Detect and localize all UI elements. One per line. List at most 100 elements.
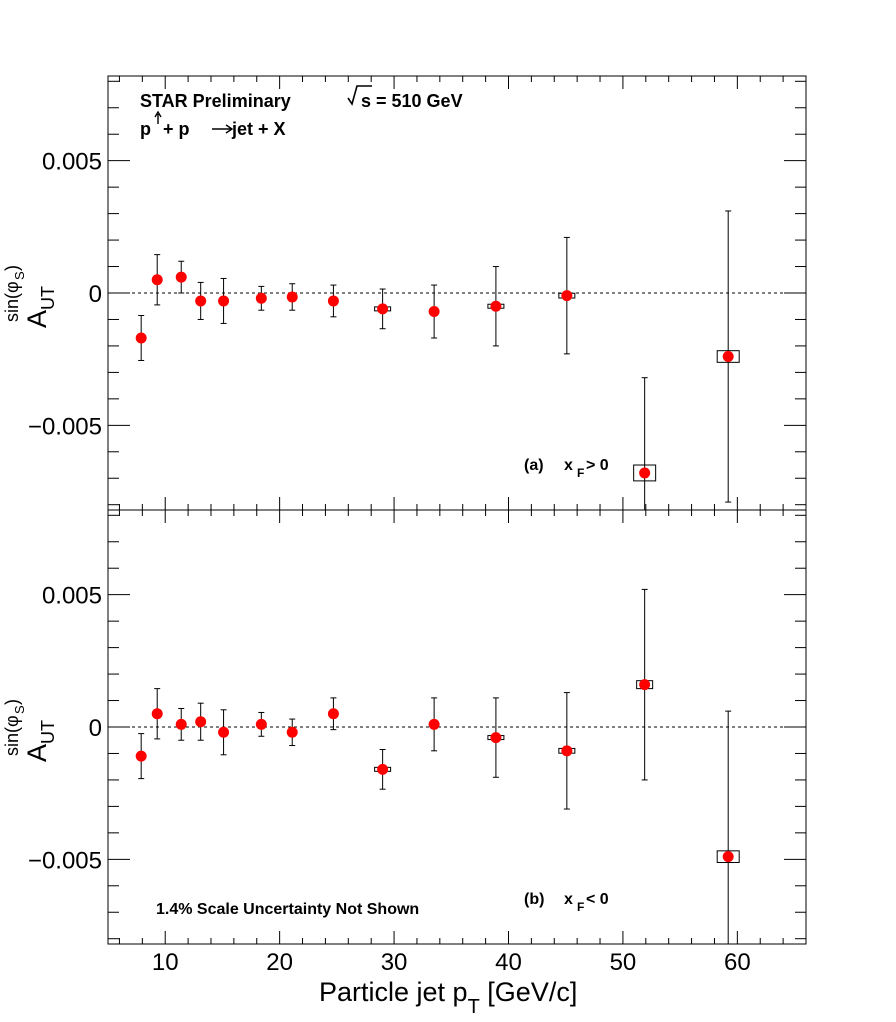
data-point [255, 711, 267, 737]
data-point [286, 283, 298, 311]
y-tick-label: 0 [89, 715, 102, 742]
panel-label-prefix: (a) [524, 457, 544, 474]
panel-label-var-sub: F [577, 466, 584, 480]
data-marker [639, 679, 651, 691]
data-point [428, 697, 440, 752]
data-marker [428, 306, 440, 318]
data-marker [490, 300, 502, 312]
spin-up-arrow-icon [154, 110, 162, 124]
data-point [327, 284, 339, 318]
systematic-box [716, 350, 740, 363]
y-axis-title-sub: UT [38, 286, 58, 310]
data-point [487, 697, 505, 778]
data-point [327, 697, 339, 731]
panel-label-var-sub: F [577, 900, 584, 914]
data-marker [218, 295, 230, 307]
data-marker [722, 351, 734, 363]
data-marker [377, 763, 389, 775]
header-title: STAR Preliminary [140, 91, 291, 111]
panel-label: (a) x F > 0 [524, 457, 609, 480]
x-tick-label: 10 [152, 949, 179, 976]
systematic-box [716, 850, 740, 863]
data-point [716, 210, 740, 503]
panel-label-prefix: (b) [524, 891, 544, 908]
y-axis-title-sup-sub: S [12, 705, 27, 714]
y-tick-label: 0.005 [42, 583, 102, 610]
data-marker [135, 750, 147, 762]
y-axis-title-sup-sub: S [12, 271, 27, 280]
header-sqrts: s = 510 GeV [347, 85, 463, 111]
y-tick-label: 0 [89, 281, 102, 308]
x-tick-label: 60 [724, 949, 751, 976]
data-point [428, 284, 440, 339]
data-marker [327, 708, 339, 720]
data-marker [195, 295, 207, 307]
panel-label-cond: > 0 [586, 457, 609, 474]
y-axis-title: AUT sin(φS) [2, 265, 58, 328]
data-point [195, 702, 207, 741]
data-marker [195, 716, 207, 728]
data-point [633, 377, 657, 510]
data-marker [175, 271, 187, 283]
data-marker [428, 718, 440, 730]
x-tick-label: 40 [495, 949, 522, 976]
data-marker [722, 851, 734, 863]
data-point [255, 285, 267, 311]
data-point [558, 692, 576, 810]
data-marker [561, 290, 573, 302]
data-marker [286, 726, 298, 738]
header-sqrts-text: s = 510 GeV [361, 91, 463, 111]
data-point [151, 688, 163, 740]
y-axis-title-sup: sin(φ [2, 281, 22, 322]
data-point [487, 266, 505, 347]
y-axis-title-sup-end: ) [2, 699, 22, 705]
y-axis-title-sub: UT [38, 720, 58, 744]
y-axis-title: AUT sin(φS) [2, 699, 58, 762]
y-tick-label: −0.005 [28, 413, 102, 440]
panel-label-var: x [564, 457, 573, 474]
data-marker [561, 745, 573, 757]
y-axis-title-sup-end: ) [2, 265, 22, 271]
data-point [218, 277, 230, 324]
data-point [374, 748, 392, 790]
x-axis-title: Particle jet pT [GeV/c] [319, 977, 577, 1018]
data-point [175, 707, 187, 741]
y-axis-title-main: A [22, 744, 52, 762]
header-reaction: p + p jet + X [140, 110, 286, 139]
y-axis-title-main: A [22, 310, 52, 328]
sqrt-icon [347, 85, 372, 106]
panel-label-cond: < 0 [586, 891, 609, 908]
y-tick-label: 0.005 [42, 149, 102, 176]
data-marker [490, 732, 502, 744]
data-marker [255, 718, 267, 730]
data-point [716, 710, 740, 944]
data-point [374, 288, 392, 330]
data-marker [151, 708, 163, 720]
data-point [558, 236, 576, 355]
data-marker [135, 332, 147, 344]
data-point [636, 588, 654, 781]
reaction-products: jet + X [231, 119, 286, 139]
data-marker [377, 303, 389, 315]
y-axis-title-sup: sin(φ [2, 715, 22, 756]
reaction-target: + p [163, 119, 190, 139]
y-tick-label: −0.005 [28, 847, 102, 874]
data-point [151, 254, 163, 306]
reaction-proton: p [140, 119, 151, 139]
x-tick-label: 50 [610, 949, 637, 976]
data-point [286, 718, 298, 747]
data-point [218, 709, 230, 756]
data-marker [639, 467, 651, 479]
panel-a: 0.005 0 −0.005 AUT sin(φS) (a) x F > 0 [2, 75, 807, 511]
x-tick-label: 30 [381, 949, 408, 976]
panel-label: (b) x F < 0 [524, 891, 609, 914]
data-marker [327, 295, 339, 307]
data-marker [151, 274, 163, 286]
data-point [195, 281, 207, 320]
data-marker [255, 292, 267, 304]
data-marker [286, 291, 298, 303]
x-tick-label: 20 [266, 949, 293, 976]
data-marker [175, 718, 187, 730]
